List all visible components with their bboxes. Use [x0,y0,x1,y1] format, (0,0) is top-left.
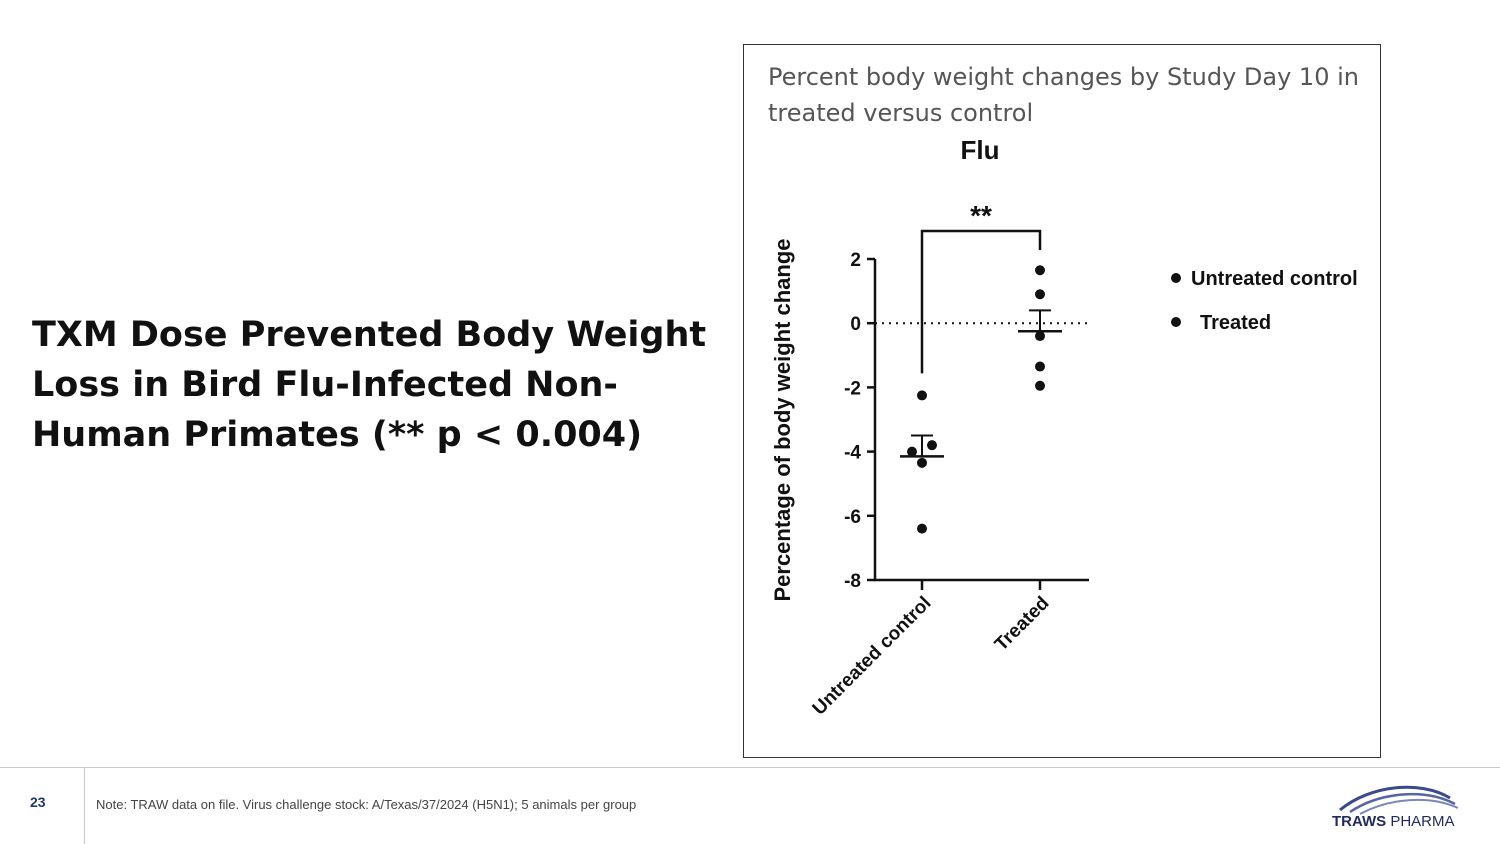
data-point [1035,289,1045,300]
company-logo: TRAWS PHARMA [1332,785,1459,830]
svg-text:TRAWS PHARMA: TRAWS PHARMA [1332,813,1455,830]
x-tick-label: Untreated control [809,593,936,720]
y-tick-label: -4 [844,443,861,464]
data-point [1035,380,1045,391]
y-tick-label: 2 [850,250,861,271]
scatter-chart: Flu Percentage of body weight change 2 0 -2 -… [770,135,1358,720]
page-number: 23 [30,794,46,810]
chart-panel: Percent body weight changes by Study Day… [743,44,1381,758]
significance-label: ** [970,200,992,231]
y-tick-label: -6 [844,507,861,528]
data-point [917,390,927,401]
data-point [1035,361,1045,372]
footer-divider [0,767,1500,768]
legend-label: Treated [1200,312,1271,334]
footer-page-divider [84,768,85,844]
data-point [1035,265,1045,276]
legend-marker [1171,317,1181,327]
y-axis-label: Percentage of body weight change [770,238,795,601]
data-point [1035,331,1045,342]
data-point [917,523,927,534]
slide-headline: TXM Dose Prevented Body Weight Loss in B… [32,315,707,455]
data-point [917,457,927,468]
legend-marker [1171,273,1181,283]
legend-label: Untreated control [1191,268,1358,290]
y-tick-label: 0 [850,314,861,335]
chart-title: Flu [961,135,1000,165]
y-tick-label: -2 [844,378,861,399]
data-point [907,446,917,457]
significance-bracket [920,229,1042,374]
x-tick-label: Treated [991,593,1054,656]
panel-caption: Percent body weight changes by Study Day… [768,63,1359,127]
data-point [927,440,937,451]
y-tick-label: -8 [844,571,861,592]
footnote: Note: TRAW data on file. Virus challenge… [96,797,637,812]
